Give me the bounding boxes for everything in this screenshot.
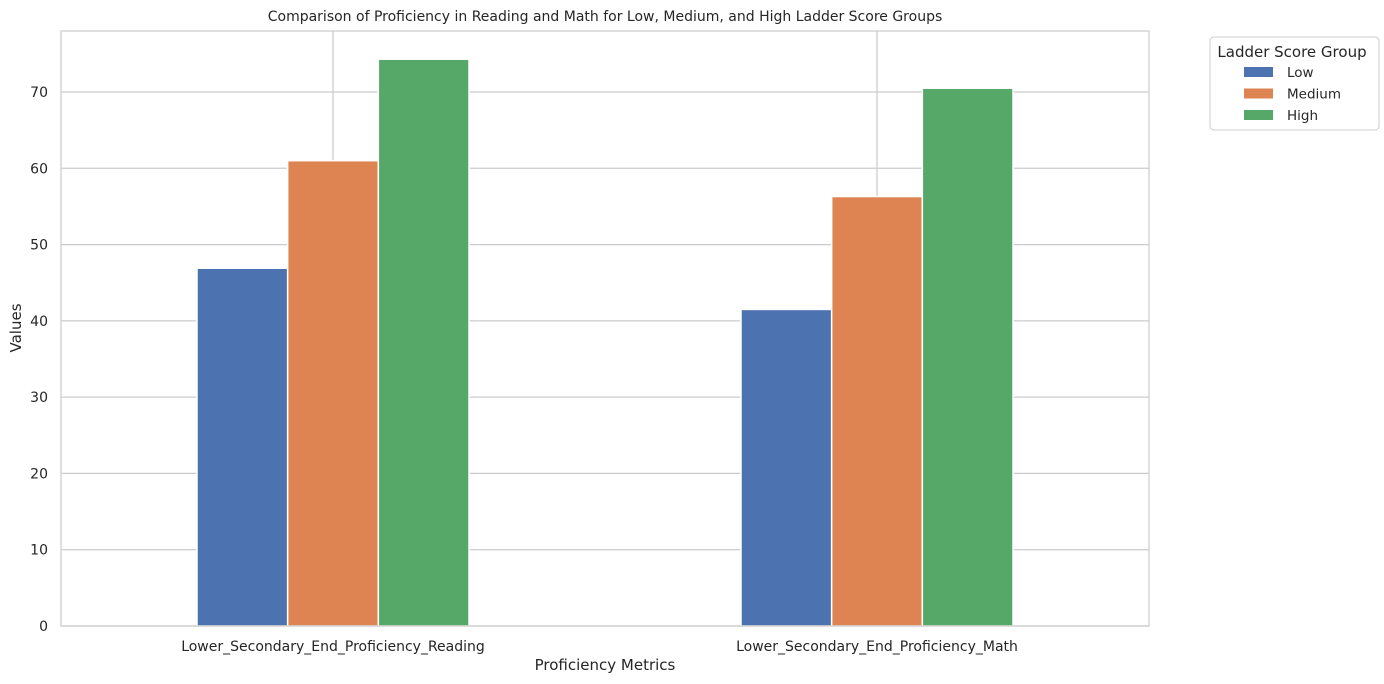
legend-label-medium: Medium [1287, 87, 1341, 103]
y-tick-label: 60 [30, 161, 48, 177]
legend-box [1209, 36, 1380, 131]
x-tick-label: Lower_Secondary_End_Proficiency_Math [736, 639, 1018, 655]
legend-title: Ladder Score Group [1217, 43, 1366, 61]
bar-high-1 [921, 87, 1014, 627]
bar-low-1 [740, 308, 833, 627]
chart-title: Comparison of Proficiency in Reading and… [268, 9, 943, 25]
y-tick-label: 30 [30, 390, 48, 406]
legend-label-high: High [1287, 108, 1318, 124]
y-tick-label: 50 [30, 238, 48, 254]
y-tick-labels: 0 10 20 30 40 50 60 70 [30, 85, 48, 635]
x-axis-label: Proficiency Metrics [535, 656, 676, 674]
legend-swatch-low [1244, 67, 1273, 77]
y-tick-label: 10 [30, 543, 48, 559]
plot-frame [60, 30, 1150, 627]
y-tick-label: 20 [30, 466, 48, 482]
legend-swatch-high [1244, 110, 1273, 120]
bar-medium-0 [286, 159, 380, 627]
legend-label-low: Low [1287, 65, 1314, 81]
y-tick-label: 40 [30, 314, 48, 330]
y-axis-label: Values [7, 303, 25, 352]
legend: Ladder Score Group Low Medium High [1209, 36, 1380, 131]
bar-high-0 [377, 58, 470, 627]
bar-medium-1 [830, 195, 924, 627]
bars-group [196, 58, 1014, 627]
x-tick-labels: Lower_Secondary_End_Proficiency_Reading L… [181, 639, 1018, 655]
y-tick-label: 0 [39, 619, 48, 635]
y-tick-label: 70 [30, 85, 48, 101]
x-tick-label: Lower_Secondary_End_Proficiency_Reading [181, 639, 485, 655]
bar-low-0 [196, 267, 289, 627]
legend-swatch-medium [1244, 88, 1273, 99]
